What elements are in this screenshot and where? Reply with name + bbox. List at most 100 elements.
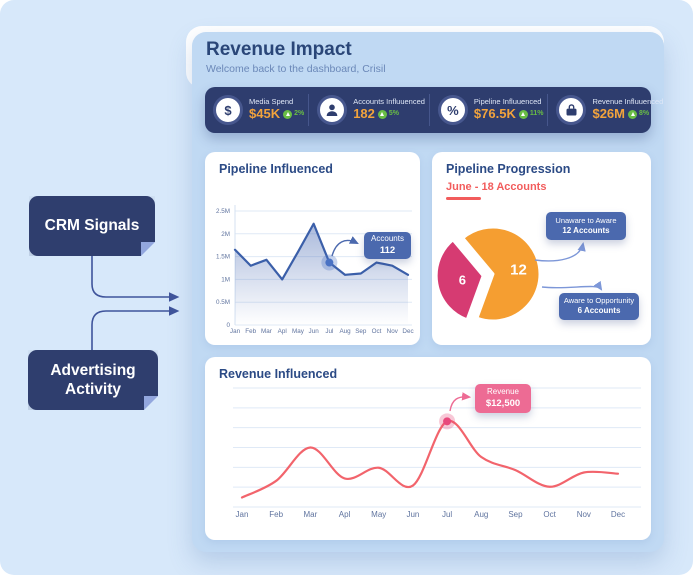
pipeline-progression-pie-chart[interactable]: 12 6 bbox=[432, 152, 651, 345]
card-pipeline-progression: Pipeline Progression June - 18 Accounts … bbox=[432, 152, 651, 345]
stat-value: $26M bbox=[592, 105, 625, 121]
svg-text:Mar: Mar bbox=[261, 328, 272, 335]
user-icon bbox=[317, 95, 348, 125]
svg-text:Aug: Aug bbox=[339, 328, 351, 335]
dollar-icon: $ bbox=[213, 95, 243, 125]
callout-unaware-to-aware: Unaware to Aware 12 Accounts bbox=[546, 212, 626, 240]
callout-aware-to-opportunity: Aware to Opportunity 6 Accounts bbox=[559, 293, 639, 320]
dashboard-panel: Revenue Impact Welcome back to the dashb… bbox=[192, 32, 664, 552]
svg-text:Oct: Oct bbox=[543, 510, 556, 519]
card-title: Revenue Influenced bbox=[219, 367, 338, 381]
svg-text:12: 12 bbox=[510, 262, 527, 279]
stat-delta-badge: 11% bbox=[518, 109, 544, 119]
stat-label: Revenue Influuenced bbox=[592, 97, 664, 107]
card-title: Pipeline Influenced bbox=[219, 162, 333, 176]
stat-value: $76.5K bbox=[473, 105, 516, 121]
callout-line1: Aware to Opportunity bbox=[563, 296, 635, 306]
svg-text:2.5M: 2.5M bbox=[216, 208, 230, 215]
red-underline bbox=[446, 197, 481, 200]
stat-texts: Media Spend $45K 2% bbox=[249, 98, 304, 122]
callout-line2: 12 Accounts bbox=[562, 225, 610, 235]
stats-bar: $ Media Spend $45K 2% bbox=[205, 87, 663, 133]
stat-label: Accounts Influuenced bbox=[353, 97, 425, 107]
svg-text:May: May bbox=[371, 510, 386, 519]
svg-text:Sep: Sep bbox=[355, 328, 367, 335]
callout-line1: Unaware to Aware bbox=[555, 215, 617, 225]
tooltip-accounts: Accounts 112 bbox=[364, 232, 411, 259]
svg-text:Jan: Jan bbox=[236, 510, 249, 519]
tooltip-label: Revenue bbox=[486, 387, 520, 397]
crm-signals-label: CRM Signals bbox=[29, 196, 155, 256]
crm-signals-text: CRM Signals bbox=[44, 217, 140, 235]
card-title: Pipeline Progression bbox=[446, 162, 571, 176]
tooltip-revenue: Revenue $12,500 bbox=[475, 384, 531, 413]
tooltip-value: 112 bbox=[379, 244, 396, 256]
svg-text:Nov: Nov bbox=[577, 510, 591, 519]
revenue-line-chart[interactable]: Jan Feb Mar Apl May Jun Jul Aug Sep Oct Nov Dec bbox=[205, 357, 651, 540]
stat-pipeline-influenced[interactable]: % Pipeline Influuenced $76.5K 11% bbox=[428, 94, 548, 126]
tooltip-label: Accounts bbox=[371, 234, 404, 244]
svg-text:Apl: Apl bbox=[278, 328, 287, 335]
advertising-activity-label: Advertising Activity bbox=[28, 350, 158, 410]
stat-delta-badge: 8% bbox=[628, 109, 650, 119]
stat-delta: 11% bbox=[529, 110, 544, 118]
stat-accounts-influenced[interactable]: Accounts Influuenced 182 5% bbox=[308, 94, 429, 126]
card-pipeline-influenced: Pipeline Influenced 0 0.5M 1M 1.5M 2M 2.5M Jan… bbox=[205, 152, 420, 345]
crm-flow-arrow bbox=[91, 256, 180, 302]
svg-text:Mar: Mar bbox=[303, 510, 317, 519]
tooltip-value: $12,500 bbox=[485, 397, 521, 409]
advertising-activity-text: Advertising Activity bbox=[50, 361, 136, 398]
callout-line2: 6 Accounts bbox=[577, 306, 621, 316]
svg-text:Feb: Feb bbox=[269, 510, 283, 519]
svg-text:Jun: Jun bbox=[309, 328, 320, 335]
stat-texts: Pipeline Influuenced $76.5K 11% bbox=[474, 98, 544, 122]
stat-value: 182 bbox=[353, 105, 375, 121]
svg-text:May: May bbox=[292, 328, 305, 335]
svg-text:Sep: Sep bbox=[508, 510, 523, 519]
svg-text:1M: 1M bbox=[221, 276, 230, 283]
percent-icon: % bbox=[437, 95, 468, 125]
stat-label: Pipeline Influuenced bbox=[473, 97, 542, 107]
stat-texts: Revenue Influuenced $26M 8% bbox=[592, 98, 663, 122]
stat-delta: 5% bbox=[388, 110, 400, 118]
up-arrow-icon bbox=[377, 109, 387, 119]
svg-text:0: 0 bbox=[226, 322, 230, 329]
up-arrow-icon bbox=[628, 109, 637, 119]
svg-text:Nov: Nov bbox=[387, 328, 399, 335]
svg-text:0.5M: 0.5M bbox=[216, 299, 230, 306]
stat-value: $45K bbox=[249, 105, 281, 121]
page-title: Revenue Impact bbox=[206, 39, 352, 60]
svg-text:Jun: Jun bbox=[406, 510, 419, 519]
svg-text:Aug: Aug bbox=[474, 510, 488, 519]
stat-texts: Accounts Influuenced 182 5% bbox=[353, 98, 425, 122]
folded-corner-icon bbox=[144, 396, 158, 410]
briefcase-icon bbox=[556, 95, 587, 125]
stat-delta: 8% bbox=[639, 110, 650, 118]
stat-delta-badge: 2% bbox=[283, 109, 305, 119]
card-revenue-influenced: Revenue Influenced Jan Feb Mar Apl May Jun Jul… bbox=[205, 357, 651, 540]
pie-subtitle: June - 18 Accounts bbox=[446, 181, 547, 193]
svg-text:Feb: Feb bbox=[245, 328, 256, 335]
advertising-flow-arrow bbox=[91, 306, 180, 350]
pipeline-line-chart[interactable]: 0 0.5M 1M 1.5M 2M 2.5M Jan Feb Mar Apl May Jun Jul Au… bbox=[205, 152, 420, 345]
svg-text:2M: 2M bbox=[221, 231, 230, 238]
page-subtitle: Welcome back to the dashboard, Crisil bbox=[206, 63, 386, 75]
svg-text:Jul: Jul bbox=[442, 510, 452, 519]
stat-delta-badge: 5% bbox=[377, 109, 400, 119]
folded-corner-icon bbox=[141, 242, 155, 256]
svg-text:Apl: Apl bbox=[339, 510, 351, 519]
stat-media-spend[interactable]: $ Media Spend $45K 2% bbox=[205, 94, 308, 126]
svg-text:Dec: Dec bbox=[611, 510, 625, 519]
svg-text:1.5M: 1.5M bbox=[216, 254, 230, 261]
svg-text:Oct: Oct bbox=[372, 328, 382, 335]
stat-label: Media Spend bbox=[249, 97, 294, 107]
up-arrow-icon bbox=[518, 109, 528, 119]
stat-revenue-influenced[interactable]: Revenue Influuenced $26M 8% bbox=[547, 94, 667, 126]
svg-text:6: 6 bbox=[459, 272, 466, 287]
stat-delta: 2% bbox=[294, 110, 305, 118]
svg-text:Dec: Dec bbox=[402, 328, 413, 335]
up-arrow-icon bbox=[283, 109, 293, 119]
svg-text:Jul: Jul bbox=[325, 328, 333, 335]
svg-text:Jan: Jan bbox=[230, 328, 241, 335]
